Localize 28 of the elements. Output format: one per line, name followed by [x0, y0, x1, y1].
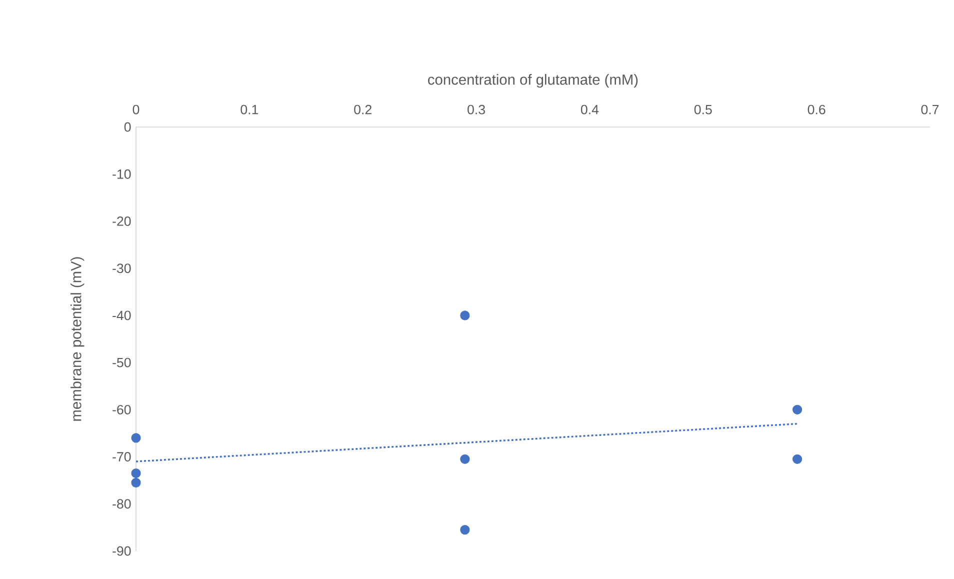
- x-tick-label: 0.3: [468, 104, 485, 114]
- point: [792, 454, 802, 464]
- y-tick-label: -40: [112, 310, 131, 320]
- x-tick-label: 0.7: [921, 104, 939, 114]
- x-tick-label: 0.2: [354, 104, 372, 114]
- y-tick-label: -10: [112, 169, 131, 179]
- x-tick-label: 0: [132, 104, 140, 114]
- y-tick-label: -30: [112, 264, 131, 274]
- point: [131, 468, 141, 478]
- x-tick-label: 0.4: [580, 104, 599, 114]
- point: [460, 454, 470, 464]
- x-tick-label: 0.5: [694, 104, 712, 114]
- point: [131, 478, 141, 488]
- y-tick-label: -80: [112, 499, 131, 509]
- y-tick-label: -60: [112, 404, 131, 414]
- y-tick-label: -50: [112, 358, 131, 368]
- point: [792, 404, 802, 414]
- y-tick-label: -90: [112, 546, 131, 556]
- x-tick-label: 0.6: [808, 104, 826, 114]
- y-tick-label: -70: [112, 452, 131, 462]
- x-tick-label: 0.1: [240, 104, 258, 114]
- point: [460, 524, 470, 535]
- y-axis-title: membrane potential (mV): [70, 257, 84, 421]
- y-tick-label: 0: [124, 122, 131, 132]
- y-tick-label: -20: [112, 216, 131, 226]
- x-axis-title: concentration of glutamate (mM): [428, 74, 638, 88]
- point: [460, 310, 470, 320]
- point: [131, 433, 141, 443]
